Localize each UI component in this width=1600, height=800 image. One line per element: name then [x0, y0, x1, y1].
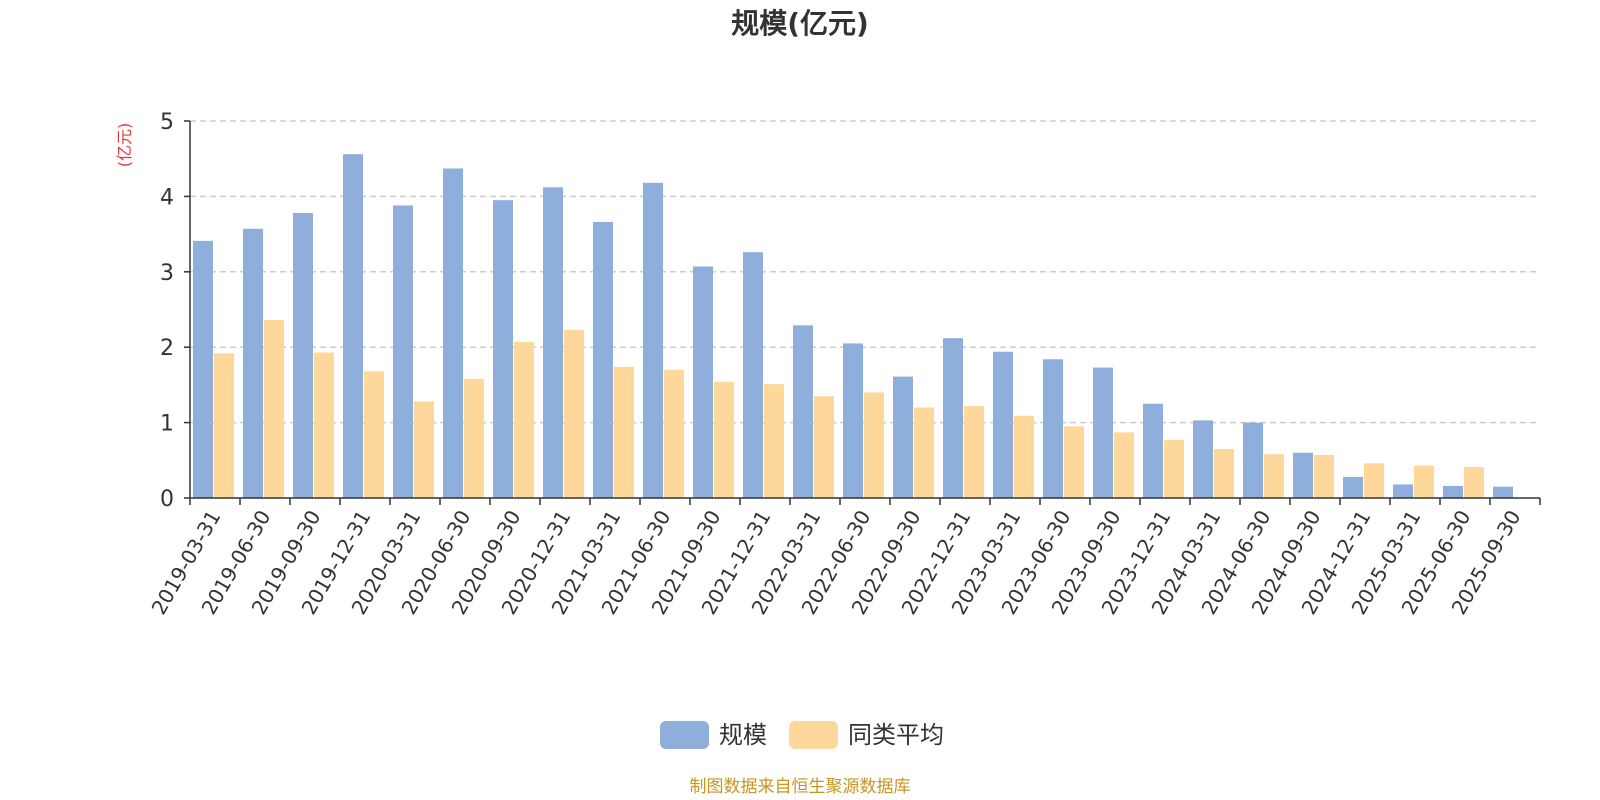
legend-label: 同类平均 [848, 721, 944, 749]
y-tick-label: 0 [160, 487, 174, 512]
source-note: 制图数据来自恒生聚源数据库 [690, 777, 911, 797]
bar-peer-avg [864, 392, 884, 498]
bar-peer-avg [264, 320, 284, 498]
bar-peer-avg [964, 406, 984, 498]
bar-peer-avg [1064, 426, 1084, 498]
bar-scale [1493, 486, 1513, 498]
bar-peer-avg [1114, 432, 1134, 498]
bar-peer-avg [564, 329, 584, 498]
chart-title: 规模(亿元) [731, 7, 869, 40]
bar-scale [993, 351, 1013, 498]
bars [193, 154, 1513, 499]
bar-peer-avg [364, 371, 384, 498]
bar-scale [543, 187, 563, 499]
bar-peer-avg [614, 366, 634, 498]
bar-scale [243, 228, 263, 498]
bar-scale [1193, 420, 1213, 498]
bar-peer-avg [714, 381, 734, 498]
bar-peer-avg [414, 401, 434, 498]
bar-scale [693, 266, 713, 498]
bar-peer-avg [314, 352, 334, 498]
bar-peer-avg [214, 353, 234, 498]
bar-peer-avg [1314, 455, 1334, 498]
bar-scale [643, 182, 663, 498]
bar-scale [1393, 484, 1413, 498]
bar-scale [1293, 452, 1313, 498]
legend-swatch [789, 721, 838, 749]
bar-scale [1243, 422, 1263, 498]
gridlines [190, 120, 1540, 424]
y-tick-label: 3 [160, 261, 174, 286]
bar-peer-avg [1414, 465, 1434, 498]
bar-scale [793, 325, 813, 498]
bar-scale [1093, 367, 1113, 498]
bar-scale [943, 338, 963, 498]
bar-scale [1343, 476, 1363, 498]
bar-peer-avg [464, 378, 484, 498]
bar-peer-avg [1464, 467, 1484, 498]
bar-peer-avg [1214, 448, 1234, 498]
y-tick-label: 1 [160, 412, 174, 437]
y-tick-label: 5 [160, 110, 174, 135]
bar-peer-avg [1164, 439, 1184, 498]
legend-label: 规模 [719, 721, 767, 749]
bar-peer-avg [1364, 463, 1384, 498]
bar-scale [443, 168, 463, 498]
bar-peer-avg [1014, 415, 1034, 498]
bar-scale [343, 154, 363, 498]
legend: 规模 同类平均 [660, 721, 944, 749]
bar-scale [1143, 403, 1163, 498]
bar-scale [193, 240, 213, 499]
bar-scale [493, 200, 513, 499]
bar-scale [293, 212, 313, 498]
y-tick-label: 2 [160, 336, 174, 361]
bar-scale [393, 205, 413, 498]
y-axis-label: (亿元) [115, 123, 134, 168]
bar-peer-avg [1264, 454, 1284, 498]
bar-peer-avg [664, 369, 684, 498]
bar-peer-avg [914, 407, 934, 498]
bar-scale [743, 252, 763, 498]
bar-peer-avg [814, 396, 834, 498]
bar-peer-avg [764, 384, 784, 498]
bar-scale [1443, 485, 1463, 498]
bar-scale [893, 376, 913, 498]
bar-peer-avg [514, 341, 534, 498]
bar-scale [593, 222, 613, 498]
y-tick-label: 4 [160, 185, 174, 210]
bar-scale [1043, 359, 1063, 498]
legend-swatch [660, 721, 709, 749]
bar-scale [843, 343, 863, 498]
